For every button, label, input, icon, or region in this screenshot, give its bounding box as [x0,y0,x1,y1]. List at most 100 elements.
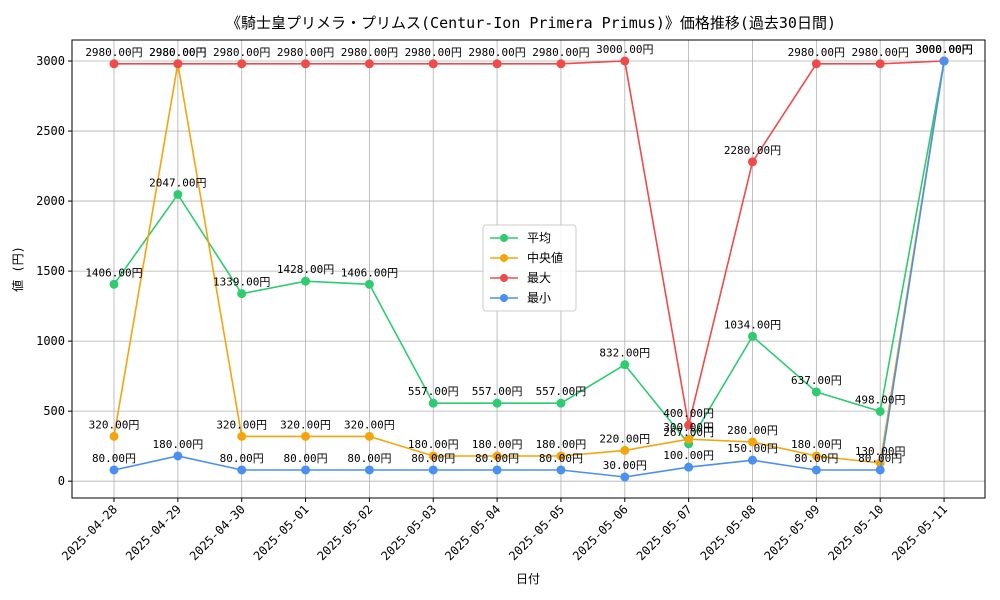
data-point [173,451,183,461]
data-point [428,59,438,69]
data-point [748,157,757,167]
y-tick-label: 0 [58,474,65,488]
legend-box [482,224,577,312]
data-label: 150.00円 [727,442,778,455]
data-label: 80.00円 [92,452,136,465]
x-tick-label: 2025-05-09 [761,502,822,563]
x-axis: 2025-04-28 2025-04-29 2025-04-30 2025-05-01… [59,498,950,563]
data-point [364,279,374,289]
data-point [875,406,885,416]
series-line [113,60,945,446]
data-label: 637.00円 [791,374,842,387]
data-point [620,445,630,455]
data-label: 100.00円 [663,449,714,462]
data-label: 267.00円 [663,426,714,439]
data-label: 400.00円 [663,407,714,420]
x-tick-label: 2025-05-06 [570,502,631,563]
data-label: 180.00円 [791,438,842,451]
data-label: 30.00円 [603,459,647,472]
x-tick-label: 2025-05-01 [251,502,312,563]
data-point [109,465,119,475]
data-point [811,387,821,397]
data-point [684,462,694,472]
series-layer [109,56,949,482]
data-label: 1428.00円 [277,263,334,276]
y-tick-label: 1000 [36,334,65,348]
y-tick-label: 2000 [36,194,65,208]
data-label: 1339.00円 [213,276,270,289]
data-point [556,398,566,408]
data-label: 1034.00円 [724,318,781,331]
data-point [301,59,311,69]
data-label: 1406.00円 [341,266,398,279]
data-point [811,451,821,461]
data-label: 320.00円 [216,418,267,431]
data-point [237,465,247,475]
data-point [556,451,566,461]
data-point [811,465,821,475]
data-point [556,465,566,475]
data-label: 3000.00円 [915,43,972,56]
data-label: 320.00円 [344,418,395,431]
data-point [237,59,247,69]
legend-label: 中央値 [527,250,563,265]
x-tick-label: 2025-05-04 [442,502,503,563]
data-point [492,59,502,69]
legend-marker [500,254,508,262]
data-point [237,431,247,441]
data-point [620,56,630,66]
y-tick-label: 500 [43,404,65,418]
data-point [939,56,949,66]
data-point [492,451,502,461]
data-label: 3000.00円 [915,43,972,56]
data-label: 498.00円 [855,393,906,406]
x-tick-label: 2025-05-02 [315,502,376,563]
data-point [109,279,119,289]
data-point [173,189,183,199]
data-label: 2980.00円 [149,46,206,59]
data-point [173,59,183,69]
data-label: 80.00円 [858,452,902,465]
data-label: 2980.00円 [852,46,909,59]
data-label: 80.00円 [347,452,391,465]
data-point [109,431,119,441]
x-tick-label: 2025-05-11 [889,502,950,563]
data-label: 2980.00円 [277,46,334,59]
data-point [237,289,247,299]
x-tick-label: 2025-05-08 [698,502,759,563]
data-label: 2980.00円 [341,46,398,59]
series-line [113,60,945,478]
x-tick-label: 2025-05-03 [378,502,439,563]
data-point [109,59,119,69]
data-label: 2980.00円 [532,46,589,59]
data-label: 2980.00円 [405,46,462,59]
data-label: 180.00円 [408,438,459,451]
data-label: 557.00円 [472,385,523,398]
y-tick-label: 1500 [36,264,65,278]
data-point [428,451,438,461]
legend-label: 最大 [527,271,551,285]
data-point [364,431,374,441]
data-label: 180.00円 [472,438,523,451]
data-label: 2980.00円 [85,46,142,59]
data-label: 832.00円 [599,347,650,360]
y-axis-label: 値 (円) [10,246,25,292]
data-point [748,331,757,341]
legend-label: 平均 [527,231,551,245]
data-label: 3000.00円 [915,43,972,56]
plot-frame [71,39,986,499]
data-label: 1406.00円 [85,266,142,279]
data-label: 557.00円 [408,385,459,398]
x-tick-label: 2025-04-28 [59,502,120,563]
data-label: 2980.00円 [213,46,270,59]
data-point [301,276,311,286]
y-tick-label: 2500 [36,124,65,138]
legend-label: 最小 [527,291,551,305]
data-point [301,465,311,475]
data-label: 320.00円 [280,418,331,431]
data-label: 130.00円 [855,445,906,458]
data-point [875,59,885,69]
data-point [301,431,311,441]
